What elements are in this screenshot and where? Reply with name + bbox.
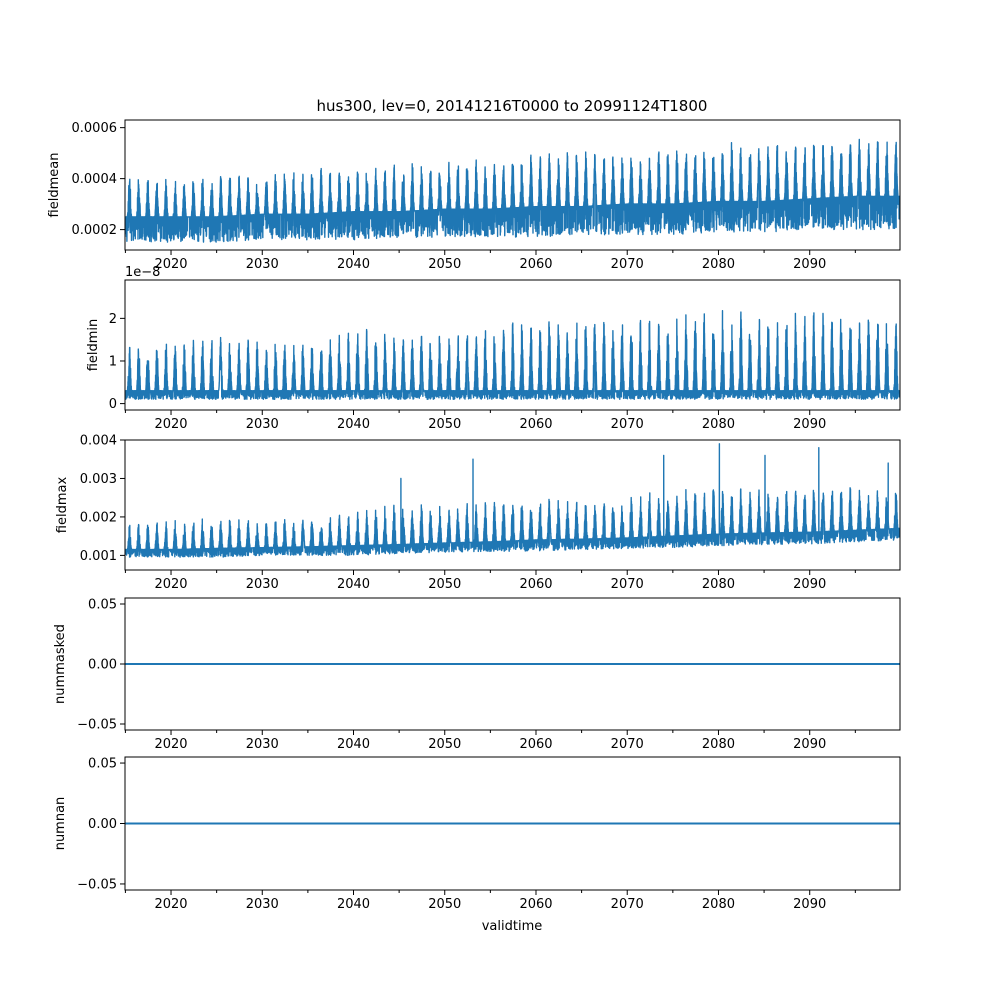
y-axis-label-nummasked: nummasked <box>53 624 68 704</box>
x-tick-label: 2050 <box>428 257 461 272</box>
x-tick-label: 2030 <box>246 897 279 912</box>
x-tick-label: 2080 <box>702 897 735 912</box>
x-tick-label: 2040 <box>337 897 370 912</box>
x-tick-label: 2060 <box>519 417 552 432</box>
x-tick-label: 2030 <box>246 417 279 432</box>
x-tick-label: 2080 <box>702 417 735 432</box>
y-tick-label: −0.05 <box>77 718 117 733</box>
x-tick-label: 2070 <box>611 737 644 752</box>
series-line-group <box>125 310 900 400</box>
x-tick-label: 2050 <box>428 577 461 592</box>
x-tick-label: 2050 <box>428 737 461 752</box>
y-tick-label: 0.0002 <box>72 223 118 238</box>
x-tick-label: 2080 <box>702 257 735 272</box>
y-tick-label: 0.004 <box>80 434 117 449</box>
series-line-group <box>125 443 900 558</box>
y-tick-label: −0.05 <box>77 877 117 892</box>
y-tick-label: 0.00 <box>88 658 117 673</box>
x-tick-label: 2030 <box>246 737 279 752</box>
subplot-fieldmin: 2020 2030 2040 2050 2060 2070 2080 2090 0 1 2 1e−8 f… <box>86 265 901 432</box>
y-tick-label: 0.0006 <box>72 121 118 136</box>
y-axis-label-fieldmean: fieldmean <box>47 153 62 218</box>
plot-frame <box>124 119 901 251</box>
series-line-group <box>125 138 900 243</box>
x-tick-label: 2070 <box>611 257 644 272</box>
x-tick-label: 2020 <box>154 417 187 432</box>
subplot-numnan: 2020 2030 2040 2050 2060 2070 2080 2090 −0.05 0.0… <box>53 756 901 912</box>
series-line-fieldmax <box>125 443 900 558</box>
y-tick-label: 1 <box>109 354 117 369</box>
plot-frame <box>124 439 901 571</box>
x-tick-label: 2080 <box>702 737 735 752</box>
y-tick-label: 2 <box>109 312 117 327</box>
series-line-fieldmin <box>125 310 900 400</box>
x-tick-label: 2070 <box>611 577 644 592</box>
y-axis-label-fieldmin: fieldmin <box>86 319 101 372</box>
x-tick-label: 2060 <box>519 257 552 272</box>
y-tick-label: 0.002 <box>80 510 117 525</box>
x-tick-label: 2030 <box>246 577 279 592</box>
x-tick-label: 2070 <box>611 897 644 912</box>
x-tick-label: 2040 <box>337 257 370 272</box>
y-tick-label: 0.00 <box>88 817 117 832</box>
subplot-fieldmean: 2020 2030 2040 2050 2060 2070 2080 2090 0.0002 0.… <box>47 119 901 272</box>
x-tick-label: 2090 <box>793 897 826 912</box>
x-axis-label: validtime <box>482 919 543 934</box>
y-axis-label-numnan: numnan <box>53 797 68 851</box>
x-tick-label: 2050 <box>428 417 461 432</box>
y-tick-label: 0 <box>109 397 117 412</box>
y-tick-label: 0.001 <box>80 549 117 564</box>
x-tick-label: 2060 <box>519 737 552 752</box>
plot-frame <box>124 279 901 411</box>
subplot-nummasked: 2020 2030 2040 2050 2060 2070 2080 2090 −0.05 0.0… <box>53 597 901 752</box>
y-offset-label: 1e−8 <box>125 265 160 280</box>
x-tick-label: 2090 <box>793 417 826 432</box>
x-tick-label: 2090 <box>793 577 826 592</box>
x-tick-label: 2040 <box>337 577 370 592</box>
x-tick-label: 2040 <box>337 737 370 752</box>
x-tick-label: 2090 <box>793 257 826 272</box>
y-tick-label: 0.05 <box>88 598 117 613</box>
y-axis-label-fieldmax: fieldmax <box>55 477 70 534</box>
subplot-fieldmax: 2020 2030 2040 2050 2060 2070 2080 2090 0.001 0.0… <box>55 434 901 592</box>
x-tick-label: 2070 <box>611 417 644 432</box>
x-tick-label: 2050 <box>428 897 461 912</box>
chart-title: hus300, lev=0, 20141216T0000 to 20991124… <box>317 97 708 115</box>
x-tick-label: 2020 <box>154 737 187 752</box>
x-tick-label: 2090 <box>793 737 826 752</box>
x-tick-label: 2040 <box>337 417 370 432</box>
y-tick-label: 0.0004 <box>72 172 118 187</box>
x-tick-label: 2020 <box>154 257 187 272</box>
y-tick-label: 0.003 <box>80 472 117 487</box>
x-tick-label: 2060 <box>519 577 552 592</box>
series-line-fieldmean <box>125 138 900 243</box>
x-tick-label: 2060 <box>519 897 552 912</box>
x-tick-label: 2080 <box>702 577 735 592</box>
x-tick-label: 2020 <box>154 577 187 592</box>
x-tick-label: 2020 <box>154 897 187 912</box>
x-tick-label: 2030 <box>246 257 279 272</box>
y-tick-label: 0.05 <box>88 757 117 772</box>
